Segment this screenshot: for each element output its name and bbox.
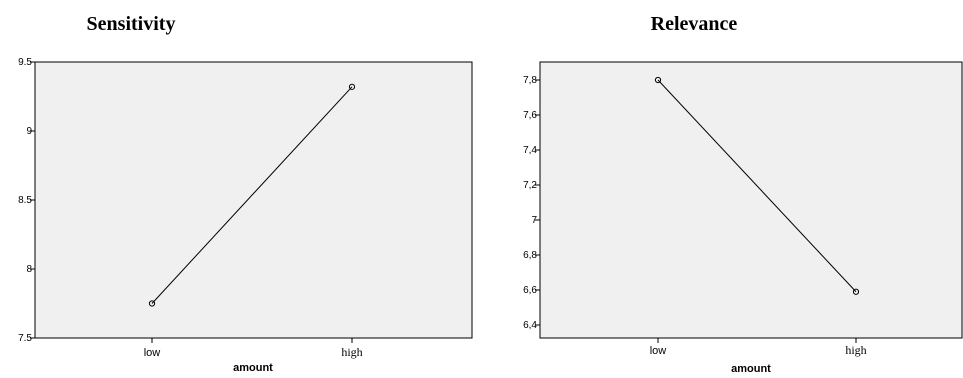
y-tick-label: 9.5 (18, 57, 32, 68)
x-axis-ticks: low high (144, 338, 363, 359)
x-axis-ticks: low high (650, 338, 867, 357)
data-point-low (654, 76, 662, 84)
x-tick-label-high: high (845, 343, 866, 357)
y-tick-label: 7,2 (523, 180, 537, 191)
y-tick-label: 7 (531, 215, 537, 226)
plot-area (539, 61, 963, 339)
data-point-low (148, 300, 156, 307)
series-line (151, 86, 353, 304)
y-tick-label: 6,8 (523, 250, 537, 261)
y-tick-label: 6,6 (523, 285, 537, 296)
x-tick-label-low: low (144, 347, 161, 359)
y-tick-label: 7.5 (18, 333, 32, 344)
y-axis-ticks: 6,4 6,6 6,8 7 7,2 7,4 7,6 7,8 (523, 75, 540, 331)
y-tick-label: 6,4 (523, 320, 537, 331)
series-points (148, 83, 356, 307)
y-tick-label: 7,8 (523, 75, 537, 86)
x-axis-label: amount (233, 362, 273, 374)
chart-title: Sensitivity (87, 13, 176, 35)
y-tick-label: 8.5 (18, 195, 32, 206)
x-tick-label-low: low (650, 345, 667, 357)
y-axis-ticks: 7.5 8 8.5 9 9.5 (18, 57, 35, 344)
chart-title: Relevance (651, 13, 738, 35)
y-tick-label: 7,4 (523, 145, 537, 156)
data-point-high (852, 288, 860, 295)
x-tick-label-high: high (341, 345, 362, 359)
sensitivity-chart: Sensitivity 7.5 8 8.5 9 9.5 low high amount (18, 13, 473, 374)
series-points (654, 76, 860, 295)
y-tick-label: 8 (26, 264, 32, 275)
y-tick-label: 9 (26, 126, 32, 137)
relevance-chart: Relevance 6,4 6,6 6,8 7 7,2 7,4 7,6 7,8 low high… (523, 13, 963, 375)
y-tick-label: 7,6 (523, 110, 537, 121)
plot-area (34, 61, 473, 339)
x-axis-label: amount (731, 363, 771, 375)
series-line (657, 79, 857, 293)
data-point-high (348, 83, 356, 90)
